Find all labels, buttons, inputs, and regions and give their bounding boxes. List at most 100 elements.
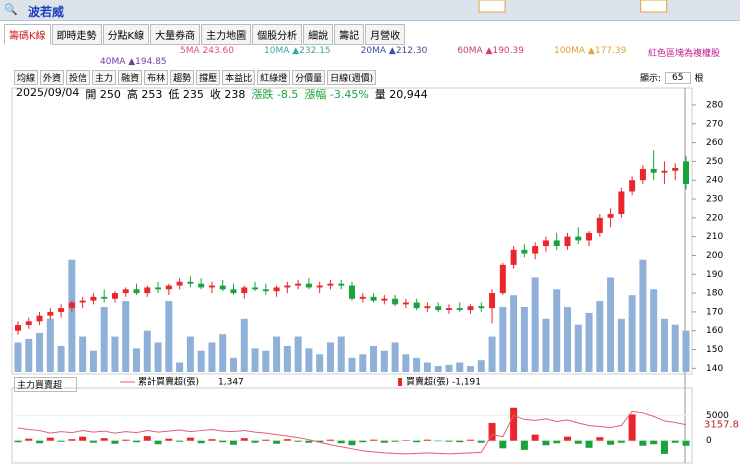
- tab[interactable]: 大量券商: [150, 24, 201, 45]
- volume-bar: [402, 354, 410, 372]
- candle-body: [381, 298, 388, 301]
- ma-legend: 5MA 243.60 10MA ▲232.15 20MA ▲212.30 60MA ▲…: [180, 46, 626, 56]
- flow-bar: [585, 440, 593, 448]
- flow-bar: [337, 440, 345, 444]
- volume-bar: [617, 318, 625, 372]
- volume-bar: [445, 364, 453, 372]
- candle-body: [295, 283, 302, 286]
- flow-bar: [251, 440, 259, 443]
- tool-button[interactable]: 外資: [40, 70, 65, 85]
- volume-bar: [423, 362, 431, 372]
- tab[interactable]: 月營收: [365, 24, 406, 45]
- last-value-label: 3157.8: [704, 420, 739, 431]
- volume-bar: [14, 342, 22, 372]
- flow-bar: [143, 436, 151, 441]
- flow-bar: [326, 439, 334, 441]
- volume-bar: [36, 333, 44, 372]
- candle-body: [607, 214, 614, 218]
- close: 收 238: [209, 88, 246, 101]
- candle-body: [650, 168, 657, 173]
- ma-legend-item: 40MA ▲194.85: [100, 57, 167, 67]
- low: 低 235: [168, 88, 204, 101]
- volume-bar: [46, 318, 54, 372]
- y-tick-label: 150: [706, 345, 723, 355]
- tool-button[interactable]: 投信: [66, 70, 91, 85]
- search-icon[interactable]: 🔍: [4, 3, 18, 16]
- tool-button[interactable]: 本益比: [222, 70, 256, 85]
- candle-body: [629, 180, 636, 192]
- volume-bar: [326, 342, 334, 372]
- candle-body: [575, 236, 582, 241]
- tab: 籌碼K線: [4, 24, 51, 45]
- tab[interactable]: 細說: [303, 24, 334, 45]
- tool-button[interactable]: 融資: [118, 70, 143, 85]
- volume-bar: [391, 342, 399, 372]
- cumulative-line: [17, 410, 687, 455]
- flow-bar: [111, 440, 119, 444]
- volume-bar: [531, 277, 539, 372]
- candle-body: [499, 264, 506, 294]
- candle-body: [672, 167, 679, 171]
- lower-select[interactable]: 主力買賣超: [14, 377, 78, 392]
- tool-button[interactable]: 撐壓: [196, 70, 221, 85]
- tab[interactable]: 主力地圖: [201, 24, 252, 45]
- legend-value: -1,191: [452, 378, 481, 388]
- candle-body: [489, 293, 496, 309]
- flow-bar: [359, 440, 367, 443]
- date: 2025/09/04: [16, 86, 80, 99]
- tool-button[interactable]: 布林: [144, 70, 169, 85]
- period-select[interactable]: 日線(週價): [327, 70, 377, 85]
- volume-bar: [467, 366, 475, 372]
- flow-bar: [36, 440, 44, 444]
- tab[interactable]: 分點K線: [102, 24, 150, 45]
- tab[interactable]: 籌記: [334, 24, 365, 45]
- tool-button[interactable]: 紅綠燈: [257, 70, 291, 85]
- marker-box: [478, 0, 506, 13]
- volume-bar: [337, 336, 345, 372]
- candle-body: [327, 283, 334, 286]
- volume: 量 20,944: [374, 88, 428, 101]
- flow-bar: [520, 440, 528, 450]
- candle-body: [402, 302, 409, 305]
- volume-bar: [294, 336, 302, 372]
- candle-body: [133, 289, 140, 294]
- tabs: 籌碼K線 即時走勢 分點K線 大量券商 主力地圖 個股分析 細說 籌記 月營收: [4, 24, 406, 45]
- candle-body: [241, 287, 248, 294]
- volume-bar: [208, 342, 216, 372]
- tool-button[interactable]: 分價量: [292, 70, 326, 85]
- flow-bar: [79, 436, 87, 441]
- candle-body: [273, 287, 280, 292]
- y-tick-label: 200: [706, 251, 723, 261]
- volume-bar: [273, 336, 281, 372]
- flow-bar: [219, 440, 227, 443]
- volume-bar: [510, 295, 518, 372]
- candle-body: [413, 302, 420, 309]
- pct: 漲幅 -3.45%: [304, 88, 369, 101]
- candle-body: [25, 321, 32, 326]
- volume-bar: [100, 307, 108, 372]
- flow-bar: [477, 440, 485, 443]
- flow-bar: [133, 440, 141, 443]
- candle-body: [262, 289, 269, 292]
- flow-bar: [402, 440, 410, 441]
- candle-body: [510, 249, 517, 265]
- candle-body: [532, 246, 539, 254]
- flow-bar: [531, 434, 539, 441]
- tab[interactable]: 個股分析: [252, 24, 303, 45]
- volume-bar: [219, 334, 227, 372]
- tool-button[interactable]: 趨勢: [170, 70, 195, 85]
- volume-bar: [359, 354, 367, 372]
- flow-bar: [294, 440, 302, 442]
- stock-title: 波若威: [28, 5, 65, 19]
- flow-bar: [553, 440, 561, 444]
- candle-body: [252, 287, 259, 290]
- candle-body: [208, 285, 215, 288]
- high: 高 253: [126, 88, 163, 101]
- tool-button[interactable]: 均線: [14, 70, 39, 85]
- ma-legend-2: 40MA ▲194.85: [100, 57, 167, 67]
- count-input[interactable]: 65: [665, 71, 691, 84]
- tool-button[interactable]: 主力: [92, 70, 117, 85]
- y-tick-label: 170: [706, 307, 723, 317]
- ma-legend-item: 10MA ▲232.15: [264, 46, 331, 56]
- tab[interactable]: 即時走勢: [51, 24, 102, 45]
